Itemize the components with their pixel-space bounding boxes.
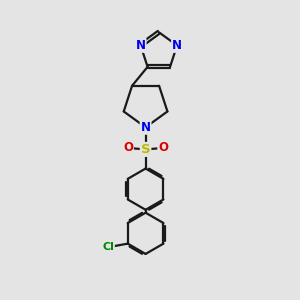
- Text: Cl: Cl: [102, 242, 114, 252]
- Text: O: O: [158, 141, 168, 154]
- Text: N: N: [172, 39, 182, 52]
- Text: N: N: [141, 121, 151, 134]
- Text: N: N: [136, 39, 146, 52]
- Text: S: S: [141, 143, 150, 156]
- Text: O: O: [123, 141, 133, 154]
